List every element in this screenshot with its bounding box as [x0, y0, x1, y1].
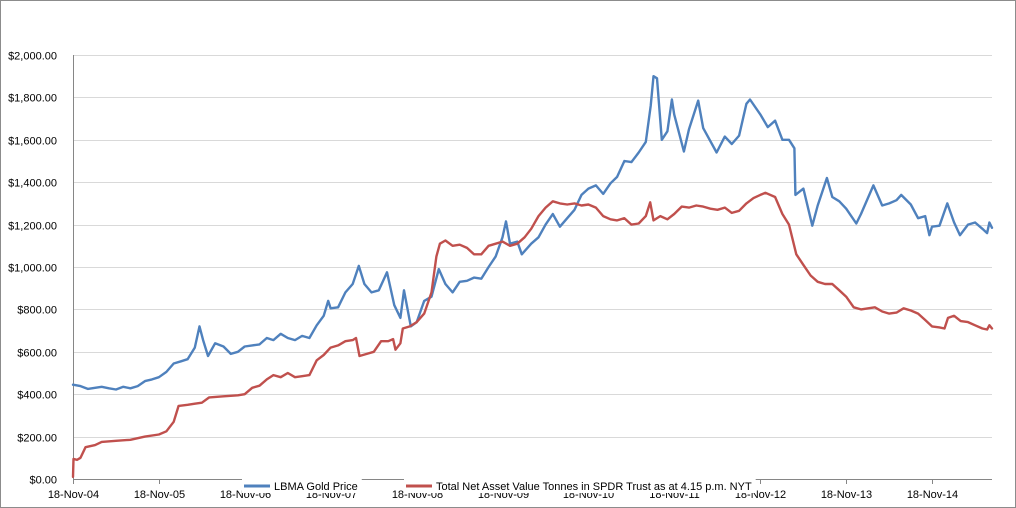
legend-gold-price-label: LBMA Gold Price [274, 481, 358, 493]
y-tick-label: $1,600.00 [8, 136, 57, 148]
y-tick-label: $2,000.00 [8, 51, 57, 63]
y-tick-label: $600.00 [17, 348, 57, 360]
y-tick-label: $400.00 [17, 390, 57, 402]
y-tick-label: $200.00 [17, 433, 57, 445]
x-tick-label: 18-Nov-05 [134, 489, 185, 501]
legend-gold-price-background [242, 479, 362, 493]
x-tick-label: 18-Nov-14 [907, 489, 958, 501]
y-tick-label: $1,200.00 [8, 221, 57, 233]
gold-price-line [71, 74, 994, 391]
legend-spdr-tonnes-background [404, 479, 756, 493]
y-tick-label: $1,800.00 [8, 93, 57, 105]
y-tick-label: $1,400.00 [8, 178, 57, 190]
x-tick-label: 18-Nov-13 [821, 489, 872, 501]
y-tick-label: $1,000.00 [8, 263, 57, 275]
x-tick-label: 18-Nov-04 [48, 489, 99, 501]
y-tick-label: $800.00 [17, 305, 57, 317]
spdr-tonnes-line [71, 191, 994, 479]
legend-spdr-tonnes-label: Total Net Asset Value Tonnes in SPDR Tru… [436, 481, 752, 493]
y-tick-label: $0.00 [29, 475, 57, 487]
